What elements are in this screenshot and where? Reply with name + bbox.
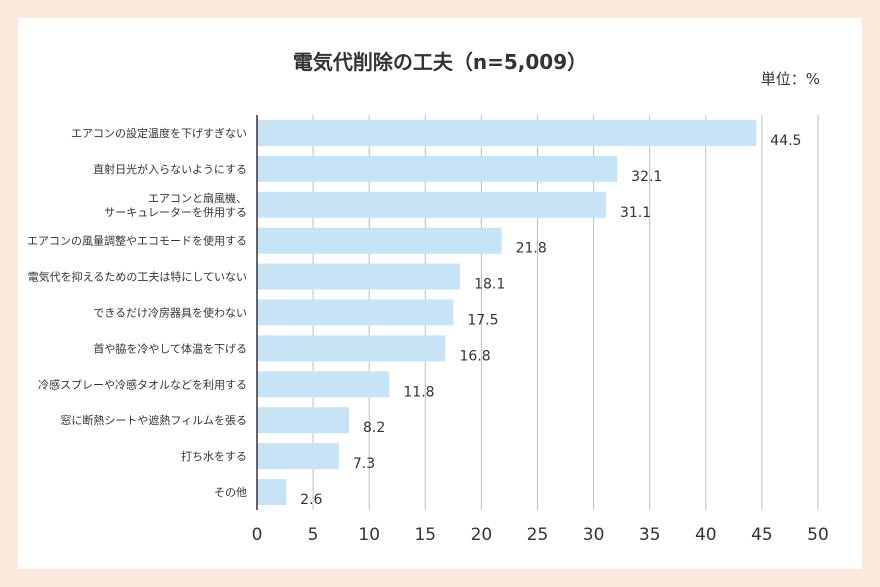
x-tick-label: 15 [414,525,436,545]
data-label: 2.6 [300,492,322,508]
x-tick-label: 25 [527,525,549,545]
bar [257,263,461,290]
category-label: 首や脇を冷やして体温を下げる [93,341,247,355]
x-tick-label: 45 [751,525,773,545]
x-tick-label: 20 [471,525,493,545]
bar [257,335,446,362]
data-label: 17.5 [467,313,498,329]
category-label: 窓に断熱シートや遮熱フィルムを張る [60,413,247,427]
bar [257,119,757,146]
x-tick-label: 30 [583,525,605,545]
x-tick-label: 5 [308,525,319,545]
category-label: できるだけ冷房器具を使わない [93,307,247,320]
unit-label: 単位：% [760,70,820,88]
x-tick-label: 0 [252,525,263,545]
bar [257,443,339,470]
chart-title: 電気代削除の工夫（n=5,009） [292,50,588,74]
x-tick-label: 40 [695,525,717,545]
bar [257,407,350,434]
bar [257,371,390,398]
data-label: 18.1 [474,277,505,293]
data-label: 11.8 [403,384,434,400]
category-label: 冷感スプレーや冷感タオルなどを利用する [38,378,247,391]
bar [257,479,287,506]
data-label: 7.3 [353,456,375,472]
chart-card: 電気代削除の工夫（n=5,009） 単位：% [18,18,862,569]
data-label: 44.5 [770,133,801,149]
bar [257,227,502,254]
category-label: 打ち水をする [181,449,247,463]
bar [257,155,618,182]
data-label: 8.2 [363,420,385,436]
data-label: 31.1 [620,205,651,221]
bar [257,191,606,218]
data-label: 21.8 [516,241,547,257]
bar [257,299,454,326]
x-tick-label: 35 [639,525,661,545]
category-label: 電気代を抑えるための工夫は特にしていない [28,270,247,284]
category-label: サーキュレーターを併用する [104,205,247,219]
category-label: エアコンと扇風機、 [148,191,247,205]
category-label: エアコンの設定温度を下げすぎない [71,126,247,140]
data-label: 32.1 [631,169,662,185]
category-label: その他 [214,486,247,499]
x-tick-label: 50 [807,525,829,545]
x-tick-label: 10 [358,525,380,545]
category-label: 直射日光が入らないようにする [93,162,247,176]
category-label: エアコンの風量調整やエコモードを使用する [27,234,247,248]
data-label: 16.8 [459,348,490,364]
